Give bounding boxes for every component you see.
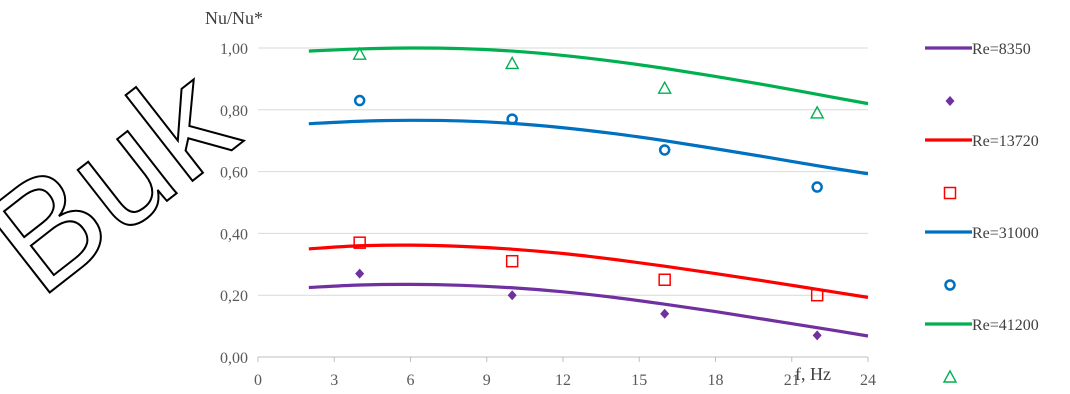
data-point-re-41200	[809, 105, 825, 119]
data-point-re-8350	[812, 330, 822, 341]
data-point-re-13720	[658, 273, 671, 286]
x-tick-label: 12	[555, 372, 571, 389]
y-tick-label: 0,40	[220, 226, 248, 243]
data-point-re-41200	[657, 80, 672, 94]
x-tick-label: 0	[254, 372, 262, 389]
data-point-re-8350	[660, 308, 670, 319]
gridlines	[258, 47, 868, 296]
data-point-re-41200	[352, 46, 367, 60]
x-tick-label: 15	[631, 372, 647, 389]
legend-marker-re-8350	[945, 96, 955, 106]
legend-marker-re-31000	[944, 279, 956, 291]
data-point-re-31000	[811, 181, 823, 193]
x-tick-label: 6	[407, 372, 415, 389]
y-tick-label: 0,00	[220, 350, 248, 367]
series-line-re-31000	[308, 118, 869, 176]
data-point-re-13720	[353, 236, 366, 249]
y-tick-label: 0,80	[220, 103, 248, 120]
data-point-re-31000	[658, 144, 671, 156]
legend-marker-re-41200	[942, 369, 958, 383]
legend-label: Re=13720	[972, 133, 1039, 150]
series-line-re-13720	[308, 243, 869, 299]
x-tick-label: 3	[330, 372, 338, 389]
data-point-re-31000	[353, 94, 366, 107]
data-point-re-13720	[505, 254, 519, 268]
data-point-re-8350	[507, 290, 517, 301]
data-point-re-13720	[810, 288, 824, 302]
y-axis-title: Nu/Nu*	[205, 8, 263, 28]
data-point-re-41200	[504, 55, 520, 70]
legend: Re=8350 Re=13720 Re=31000 Re=41200	[925, 41, 1039, 383]
y-tick-label: 1,00	[220, 41, 248, 58]
legend-label: Re=31000	[972, 225, 1039, 242]
x-axis-title: f, Hz	[795, 364, 831, 384]
legend-marker-re-13720	[943, 186, 957, 200]
x-tick-label: 18	[708, 372, 724, 389]
data-point-re-31000	[506, 113, 518, 125]
series-line-re-8350	[308, 282, 869, 338]
y-tick-label: 0,20	[220, 288, 248, 305]
series-points	[352, 46, 825, 341]
series-lines	[308, 46, 869, 338]
data-point-re-8350	[355, 268, 365, 279]
x-tick-label: 24	[860, 372, 876, 389]
legend-label: Re=8350	[972, 41, 1031, 58]
axes: 0,00 0,20 0,40 0,60 0,80 1,00 0 3 6 9 12 15 18 21 24	[220, 41, 876, 389]
y-tick-label: 0,60	[220, 165, 248, 182]
x-tick-label: 21	[784, 372, 800, 389]
legend-label: Re=41200	[972, 317, 1039, 334]
x-tick-label: 9	[483, 372, 491, 389]
series-line-re-41200	[308, 46, 869, 106]
